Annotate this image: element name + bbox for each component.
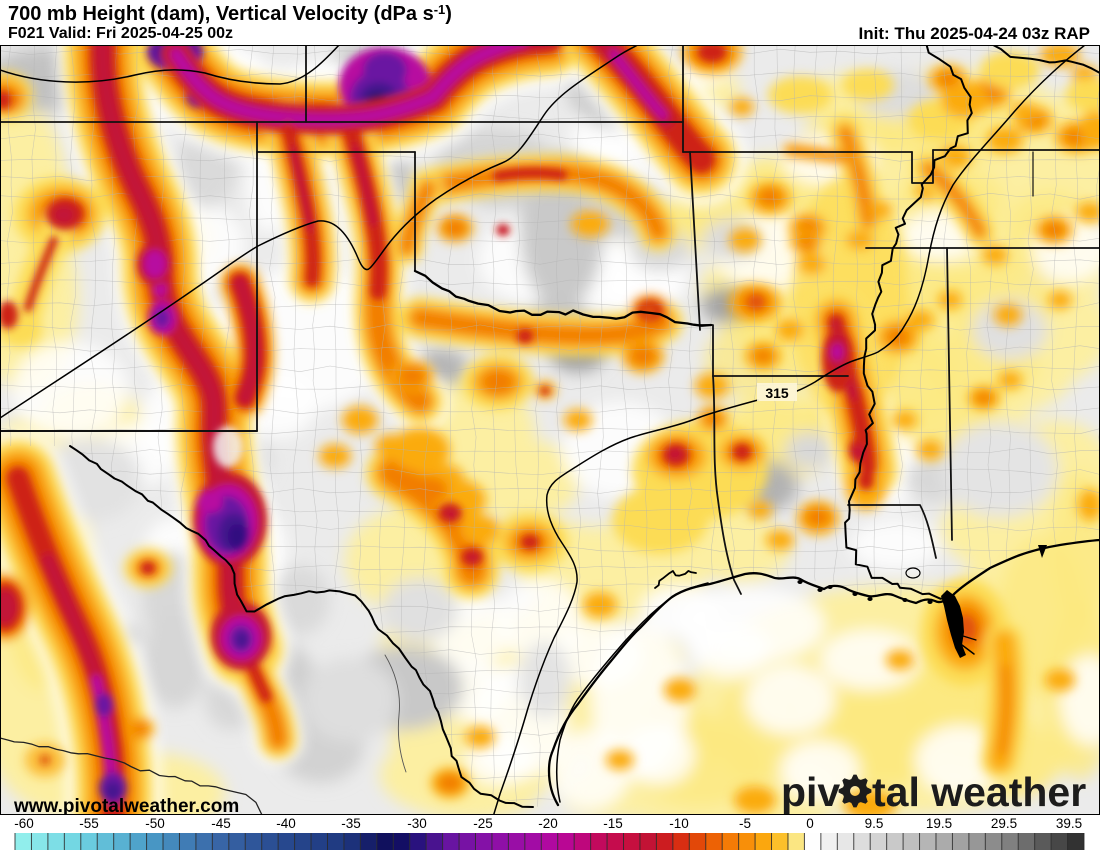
svg-text:www.pivotalweather.com: www.pivotalweather.com: [13, 796, 239, 815]
svg-text:315: 315: [765, 385, 789, 401]
svg-text:tal weather: tal weather: [872, 769, 1086, 815]
svg-text:piv: piv: [781, 769, 840, 815]
